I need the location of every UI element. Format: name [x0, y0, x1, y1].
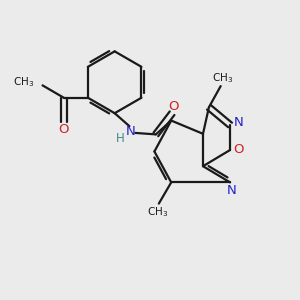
- Text: CH$_3$: CH$_3$: [13, 76, 34, 89]
- Text: CH$_3$: CH$_3$: [147, 205, 168, 219]
- Text: H: H: [116, 132, 124, 145]
- Text: CH$_3$: CH$_3$: [212, 71, 233, 85]
- Text: O: O: [58, 123, 69, 136]
- Text: N: N: [233, 116, 243, 129]
- Text: N: N: [125, 125, 135, 138]
- Text: N: N: [227, 184, 236, 197]
- Text: O: O: [168, 100, 179, 113]
- Text: O: O: [233, 143, 244, 157]
